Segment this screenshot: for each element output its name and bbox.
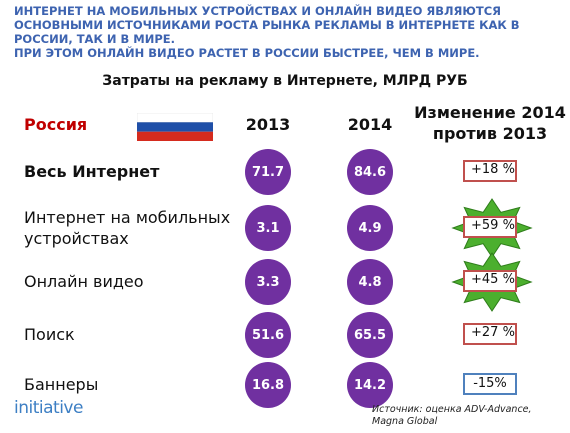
row-label: Интернет на мобильных устройствах xyxy=(24,208,231,248)
value-circle: 71.7 xyxy=(245,149,291,195)
value-circle: 4.9 xyxy=(347,205,393,251)
row-label: Поиск xyxy=(24,325,75,344)
value-circle: 3.1 xyxy=(245,205,291,251)
column-header: Россия xyxy=(24,115,88,134)
flag xyxy=(137,113,213,141)
header-line: ИНТЕРНЕТ НА МОБИЛЬНЫХ УСТРОЙСТВАХ И ОНЛА… xyxy=(14,4,502,18)
header-line: РОССИИ, ТАК И В МИРЕ. xyxy=(14,32,175,46)
source: Источник: оценка ADV-Advance, Magna Glob… xyxy=(372,404,532,427)
row-label: Весь Интернет xyxy=(24,162,160,181)
value-circle: 3.3 xyxy=(245,259,291,305)
change-box: +45 % xyxy=(463,270,517,292)
change-box: +27 % xyxy=(463,323,517,345)
value-circle: 65.5 xyxy=(347,312,393,358)
change-box: +18 % xyxy=(463,160,517,182)
change-box: -15% xyxy=(463,373,517,395)
value-circle: 51.6 xyxy=(245,312,291,358)
value-circle: 84.6 xyxy=(347,149,393,195)
column-header: 2013 xyxy=(245,115,291,134)
row-label: Баннеры xyxy=(24,375,99,394)
value-circle: 16.8 xyxy=(245,362,291,408)
subtitle: Затраты на рекламу в Интернете, МЛРД РУБ xyxy=(102,73,468,89)
row-label: Онлайн видео xyxy=(24,272,144,291)
header-line: ОСНОВНЫМИ ИСТОЧНИКАМИ РОСТА РЫНКА РЕКЛАМ… xyxy=(14,18,520,32)
value-circle: 4.8 xyxy=(347,259,393,305)
column-header: Изменение 2014 против 2013 xyxy=(414,103,566,143)
column-header: 2014 xyxy=(347,115,393,134)
header-line: ПРИ ЭТОМ ОНЛАЙН ВИДЕО РАСТЕТ В РОССИИ БЫ… xyxy=(14,46,480,60)
logo: initiative xyxy=(14,398,83,418)
change-box: +59 % xyxy=(463,216,517,238)
value-circle: 14.2 xyxy=(347,362,393,408)
